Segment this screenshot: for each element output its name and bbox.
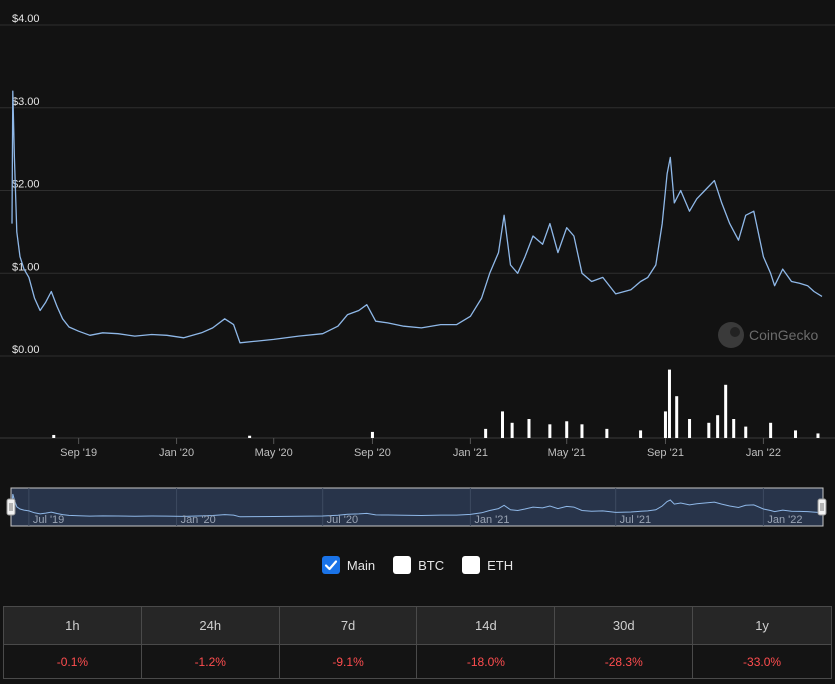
x-tick-label: Jan '21 — [453, 447, 488, 459]
volume-bar — [605, 428, 609, 438]
volume-bar — [667, 369, 671, 438]
price-change-table: 1h 24h 7d 14d 30d 1y -0.1% -1.2% -9.1% -… — [3, 606, 832, 679]
btc-checkbox[interactable] — [393, 556, 412, 574]
volume-bar — [769, 422, 773, 438]
volume-bar — [639, 430, 643, 438]
legend-btc[interactable]: BTC — [393, 556, 444, 574]
volume-bar — [565, 421, 569, 438]
change-value-7d: -9.1% — [280, 645, 418, 678]
volume-bar — [744, 426, 748, 438]
x-tick-label: Sep '21 — [647, 447, 684, 459]
period-header-1h: 1h — [4, 607, 142, 645]
navigator-line — [11, 493, 823, 518]
volume-bar — [580, 424, 584, 438]
volume-bar — [675, 396, 679, 438]
period-header-14d: 14d — [417, 607, 556, 645]
navigator-left-handle[interactable] — [6, 498, 16, 516]
legend-main-label: Main — [346, 557, 376, 573]
volume-bar — [370, 431, 374, 438]
legend-main[interactable]: Main — [321, 556, 376, 574]
y-tick-label: $2.00 — [12, 179, 40, 191]
main-checkbox[interactable] — [321, 556, 340, 574]
volume-bar — [527, 419, 531, 438]
volume-bar — [510, 422, 514, 438]
navigator-tick-label: Jan '22 — [767, 514, 802, 526]
x-tick-label: May '21 — [548, 447, 586, 459]
y-tick-label: $4.00 — [12, 13, 40, 25]
volume-bar — [724, 384, 728, 438]
change-value-14d: -18.0% — [417, 645, 556, 678]
x-tick-label: Sep '20 — [354, 447, 391, 459]
legend-eth[interactable]: ETH — [462, 556, 513, 574]
x-tick-label: Sep '19 — [60, 447, 97, 459]
volume-bar — [816, 433, 820, 438]
volume-bar — [716, 415, 720, 438]
navigator-tick-label: Jan '20 — [181, 514, 216, 526]
x-tick-label: May '20 — [255, 447, 293, 459]
volume-bar — [663, 411, 667, 438]
y-tick-label: $1.00 — [12, 261, 40, 273]
period-header-7d: 7d — [279, 607, 418, 645]
period-header-30d: 30d — [555, 607, 694, 645]
range-navigator[interactable]: Jul '19 Jan '20 Jul '20 Jan '21 Jul '21 Jan '… — [6, 487, 827, 527]
coingecko-watermark: CoinGecko — [718, 322, 818, 348]
change-value-1h: -0.1% — [4, 645, 142, 678]
volume-bar — [688, 419, 692, 438]
check-icon — [324, 560, 338, 571]
volume-bar — [794, 430, 798, 438]
y-tick-label: $0.00 — [12, 344, 40, 356]
volume-bar — [732, 419, 736, 438]
volume-bar — [548, 424, 552, 438]
period-header-1y: 1y — [693, 607, 831, 645]
watermark-text: CoinGecko — [749, 327, 818, 343]
navigator-tick-label: Jul '21 — [620, 514, 651, 526]
eth-checkbox[interactable] — [462, 556, 481, 574]
change-value-24h: -1.2% — [142, 645, 280, 678]
navigator-right-handle[interactable] — [817, 498, 827, 516]
legend-eth-label: ETH — [487, 557, 514, 573]
x-tick-label: Jan '20 — [159, 447, 194, 459]
volume-bar — [52, 434, 56, 438]
volume-bar — [484, 428, 488, 438]
period-header-24h: 24h — [141, 607, 280, 645]
change-value-30d: -28.3% — [555, 645, 694, 678]
price-line — [11, 90, 823, 344]
volume-bar — [707, 422, 711, 438]
legend-btc-label: BTC — [418, 557, 445, 573]
navigator-tick-label: Jul '20 — [327, 514, 358, 526]
x-tick-label: Jan '22 — [746, 447, 781, 459]
change-value-1y: -33.0% — [743, 654, 782, 669]
price-chart[interactable]: $4.00 $3.00 $2.00 $1.00 $0.00 Sep '19 Jan '20… — [0, 0, 835, 540]
volume-bar — [248, 435, 252, 438]
navigator-tick-label: Jul '19 — [33, 514, 64, 526]
y-tick-label: $3.00 — [12, 96, 40, 108]
series-legend: Main BTC ETH — [0, 556, 835, 574]
volume-bar — [500, 411, 504, 438]
navigator-tick-label: Jan '21 — [474, 514, 509, 526]
